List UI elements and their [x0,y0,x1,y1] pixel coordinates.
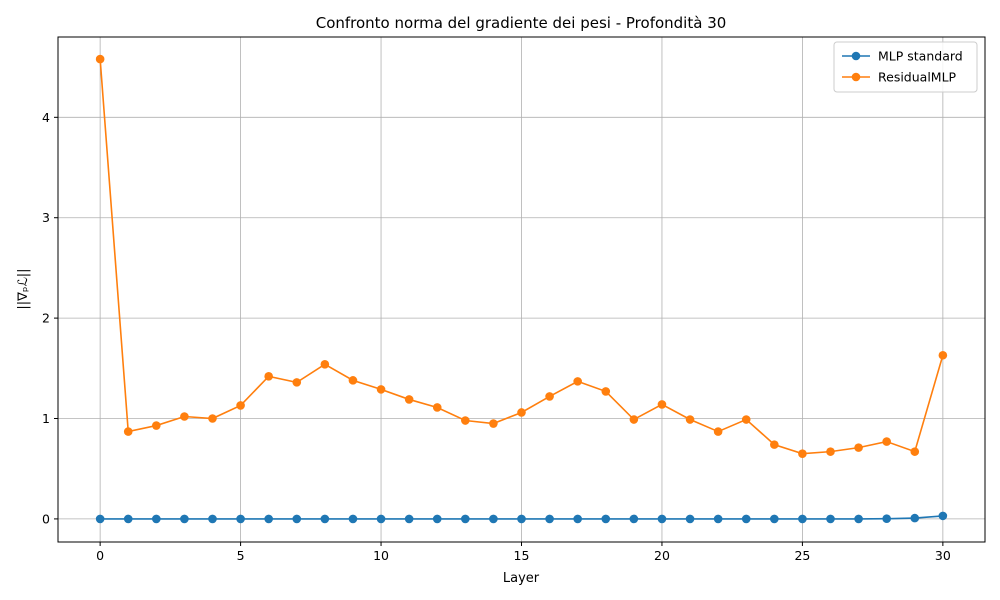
data-point-residualmlp [629,415,639,424]
data-point-mlp-standard [236,514,245,524]
data-point-mlp-standard [123,514,133,524]
x-tick-label: 25 [794,548,810,563]
data-point-residualmlp [882,437,891,446]
legend-marker-residualmlp [851,72,861,82]
data-point-mlp-standard [685,514,695,524]
data-point-mlp-standard [854,514,863,524]
data-point-residualmlp [236,401,245,410]
data-point-mlp-standard [208,514,217,524]
y-tick-label: 0 [42,511,50,526]
data-point-mlp-standard [882,514,891,524]
data-point-mlp-standard [320,514,330,524]
y-tick-label: 2 [42,311,50,326]
data-point-residualmlp [404,395,414,404]
data-point-mlp-standard [601,514,611,524]
data-point-residualmlp [798,449,807,458]
series-mlp-standard [95,511,948,524]
x-tick-label: 10 [373,548,389,563]
data-point-residualmlp [713,427,723,436]
data-point-mlp-standard [938,511,948,521]
data-point-mlp-standard [657,514,667,524]
data-point-residualmlp [685,415,695,424]
data-point-residualmlp [292,378,302,387]
data-point-residualmlp [152,421,161,430]
data-point-mlp-standard [910,513,920,523]
y-axis-label: ||∇ₚℒ|| [16,268,31,309]
x-tick-label: 30 [935,548,951,563]
data-point-mlp-standard [573,514,582,524]
data-point-residualmlp [573,377,582,386]
data-point-mlp-standard [798,514,807,524]
data-point-residualmlp [461,416,470,425]
series-residualmlp [95,54,948,458]
data-point-mlp-standard [152,514,161,524]
data-point-residualmlp [123,427,133,436]
data-point-mlp-standard [404,514,414,524]
data-point-residualmlp [208,414,217,423]
data-point-residualmlp [95,54,105,64]
data-point-residualmlp [601,387,611,396]
data-point-residualmlp [854,443,863,452]
data-point-residualmlp [545,392,554,401]
data-point-residualmlp [826,447,835,456]
data-point-residualmlp [489,419,498,428]
data-point-mlp-standard [432,514,442,524]
y-tick-label: 4 [42,110,50,125]
data-point-residualmlp [180,412,189,421]
legend: MLP standard ResidualMLP [833,41,978,93]
data-point-residualmlp [657,400,667,409]
data-point-mlp-standard [348,514,358,524]
data-point-mlp-standard [629,514,639,524]
legend-marker-mlp-standard [851,51,861,61]
x-tick-label: 20 [654,548,670,563]
x-axis-label: Layer [503,571,540,586]
ticks: 0 5 10 15 20 25 30 0 1 2 3 4 [42,110,951,563]
data-point-mlp-standard [292,514,302,524]
data-point-mlp-standard [180,514,189,524]
legend-label-residualmlp: ResidualMLP [878,70,957,85]
data-point-mlp-standard [770,514,779,524]
data-point-mlp-standard [376,514,386,524]
data-point-residualmlp [910,447,920,456]
data-point-residualmlp [741,415,751,424]
y-tick-label: 1 [42,411,50,426]
data-point-residualmlp [320,359,330,369]
data-point-residualmlp [432,403,442,412]
legend-label-mlp-standard: MLP standard [878,49,963,64]
legend-box [833,41,978,93]
data-point-residualmlp [264,372,273,381]
data-point-mlp-standard [741,514,751,524]
data-point-mlp-standard [517,514,526,524]
data-point-residualmlp [348,376,358,385]
data-point-residualmlp [938,350,948,360]
data-point-mlp-standard [489,514,498,524]
data-point-mlp-standard [95,514,105,524]
chart-title: Confronto norma del gradiente dei pesi -… [316,14,727,32]
data-point-mlp-standard [461,514,470,524]
y-tick-label: 3 [42,210,50,225]
data-point-residualmlp [376,385,386,394]
x-tick-label: 5 [237,548,245,563]
data-point-mlp-standard [713,514,723,524]
x-tick-label: 15 [514,548,530,563]
series-layer [95,54,948,524]
data-point-mlp-standard [545,514,554,524]
data-point-mlp-standard [826,514,835,524]
data-point-residualmlp [770,440,779,449]
x-tick-label: 0 [96,548,104,563]
data-point-residualmlp [517,408,526,417]
data-point-mlp-standard [264,514,273,524]
